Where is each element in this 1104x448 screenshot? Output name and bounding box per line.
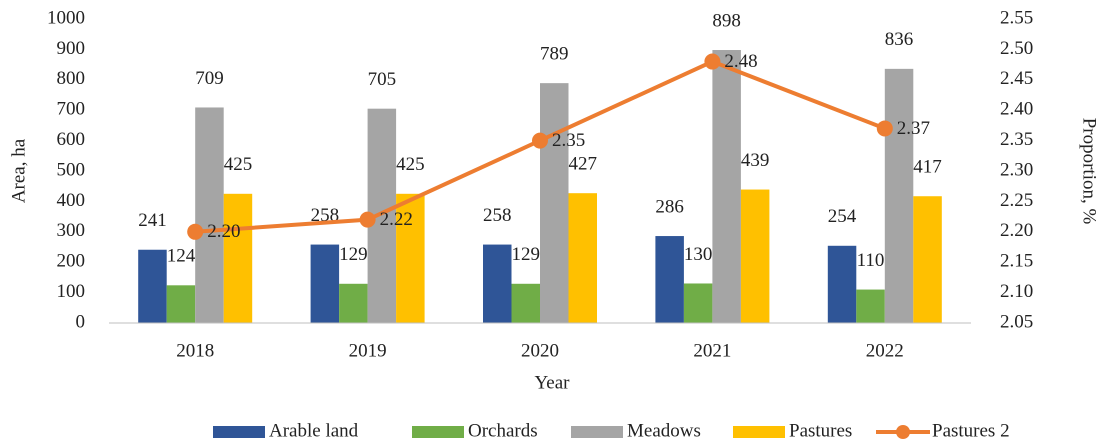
y-tick-label: 900 [57,38,86,59]
bar-value-label: 709 [195,68,224,89]
legend-swatch [733,426,785,438]
y2-tick-label: 2.25 [1000,190,1033,211]
bar [856,289,885,323]
line-value-label: 2.22 [380,209,413,230]
y2-tick-label: 2.20 [1000,220,1033,241]
line-marker [187,223,204,240]
legend-label: Pastures [789,420,852,441]
bar-value-label: 425 [224,154,253,175]
legend-label: Arable land [269,420,359,441]
bar-value-label: 254 [828,206,857,227]
y-tick-label: 0 [76,311,86,332]
bar [740,189,770,323]
y2-tick-label: 2.05 [1000,311,1033,332]
y2-tick-label: 2.10 [1000,281,1033,302]
bar [223,193,253,323]
bar-value-label: 129 [339,244,368,265]
bar [683,283,713,323]
bar [712,50,741,324]
bar-value-label: 130 [684,244,713,265]
y-tick-label: 800 [57,68,86,89]
line-marker [704,53,721,70]
bar-value-label: 286 [655,196,684,217]
y2-tick-label: 2.15 [1000,251,1033,272]
y2-tick-label: 2.40 [1000,99,1033,120]
bar [884,68,914,323]
bar [483,244,512,323]
x-tick-label: 2018 [176,340,214,361]
line-marker [359,211,376,228]
bar-value-label: 417 [913,157,942,178]
line-marker [532,132,548,149]
bar [166,285,196,323]
y-tick-label: 400 [57,190,86,211]
y-tick-label: 600 [57,129,86,150]
line-marker [876,120,893,137]
legend-swatch [213,426,265,438]
bar-value-label: 439 [741,150,770,171]
bar-value-label: 427 [569,154,598,175]
bar [913,196,942,323]
bar-value-label: 110 [857,250,885,271]
y-tick-label: 700 [57,99,86,120]
y2-tick-label: 2.50 [1000,38,1033,59]
x-tick-label: 2021 [693,340,731,361]
line-value-label: 2.48 [724,51,757,72]
y-tick-label: 300 [57,220,86,241]
bar-value-label: 124 [167,246,196,267]
bar-value-label: 258 [483,205,512,226]
bar [195,107,224,324]
legend-swatch [412,426,464,438]
legend-label: Orchards [468,420,538,441]
legend-label: Pastures 2 [932,420,1010,441]
y2-tick-label: 2.55 [1000,7,1033,28]
bar-value-label: 836 [885,29,914,50]
x-axis-title: Year [534,372,570,393]
y-tick-label: 500 [57,159,86,180]
y-tick-label: 200 [57,251,86,272]
bar-value-label: 898 [712,10,741,31]
line-value-label: 2.37 [897,118,930,139]
bar [310,244,340,323]
bar [568,193,597,323]
y2-tick-label: 2.45 [1000,68,1033,89]
y2-tick-label: 2.30 [1000,159,1033,180]
legend-swatch [571,426,623,438]
bar [827,245,857,323]
bar [511,283,540,323]
x-tick-label: 2019 [349,340,387,361]
bar [396,193,425,323]
line-value-label: 2.35 [552,130,585,151]
y-axis-title: Area, ha [8,138,29,203]
bar-value-label: 789 [540,44,569,65]
x-tick-label: 2022 [866,340,904,361]
line-value-label: 2.20 [207,221,240,242]
bar-value-label: 241 [138,210,167,231]
bar-value-label: 425 [396,154,425,175]
y-tick-label: 1000 [47,7,85,28]
y2-tick-label: 2.35 [1000,129,1033,150]
bar-value-label: 705 [368,69,397,90]
bar [138,249,167,323]
bar [540,83,569,323]
y-tick-label: 100 [57,281,86,302]
x-tick-label: 2020 [521,340,559,361]
legend-swatch-marker [896,425,910,439]
bar [655,236,684,323]
y2-axis-title: Proportion, % [1079,118,1100,225]
legend-label: Meadows [627,420,701,441]
bar-value-label: 129 [512,244,541,265]
bar [339,283,368,323]
